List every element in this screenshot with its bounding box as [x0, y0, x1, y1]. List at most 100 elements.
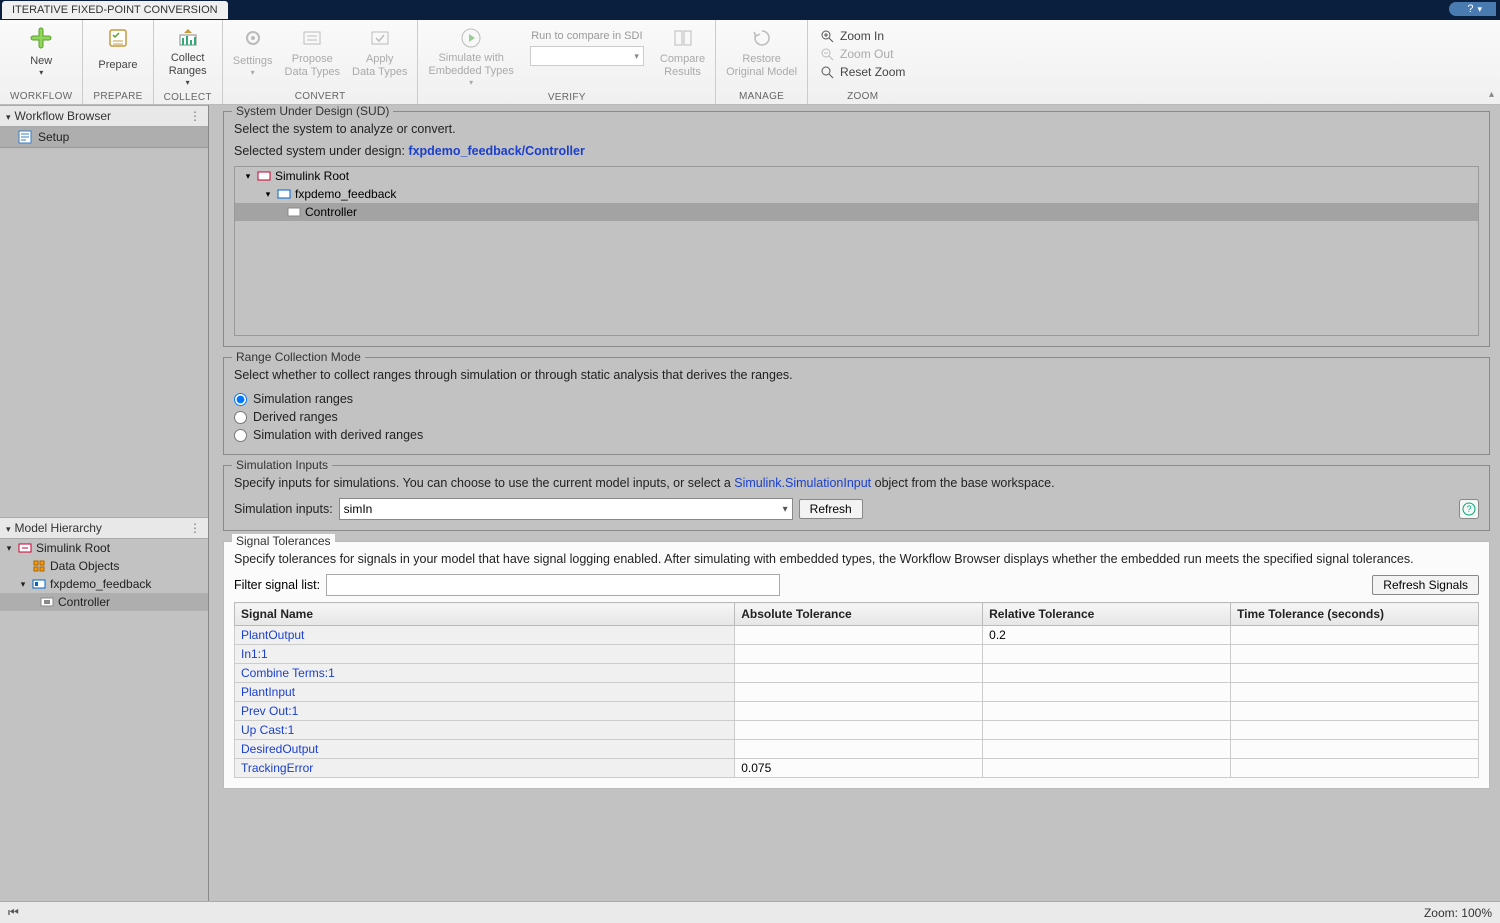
table-row[interactable]: Up Cast:1: [235, 721, 1479, 740]
cell-time-tol[interactable]: [1231, 702, 1479, 721]
model-icon: [32, 577, 46, 591]
radio-sim-ranges[interactable]: Simulation ranges: [234, 390, 1479, 408]
signal-link[interactable]: PlantOutput: [241, 628, 304, 642]
desc-pre: Specify inputs for simulations. You can …: [234, 476, 734, 490]
table-header[interactable]: Relative Tolerance: [983, 603, 1231, 626]
radio-label: Simulation ranges: [253, 392, 353, 406]
workflow-browser-header[interactable]: ▾Workflow Browser ⋮: [0, 105, 208, 127]
table-header[interactable]: Time Tolerance (seconds): [1231, 603, 1479, 626]
cell-rel-tol[interactable]: 0.2: [983, 626, 1231, 645]
prepare-button[interactable]: Prepare: [92, 24, 143, 82]
tree-row-data-objects[interactable]: Data Objects: [0, 557, 208, 575]
table-row[interactable]: In1:1: [235, 645, 1479, 664]
table-row[interactable]: Combine Terms:1: [235, 664, 1479, 683]
radio-derived-ranges[interactable]: Derived ranges: [234, 408, 1479, 426]
help-button[interactable]: ?: [1459, 499, 1479, 519]
compare-button[interactable]: Compare Results: [654, 24, 711, 82]
propose-button[interactable]: Propose Data Types: [279, 24, 346, 82]
tree-label: Controller: [305, 205, 357, 219]
zoom-out-button[interactable]: Zoom Out: [820, 46, 905, 62]
cell-time-tol[interactable]: [1231, 740, 1479, 759]
cell-rel-tol[interactable]: [983, 759, 1231, 778]
table-header[interactable]: Signal Name: [235, 603, 735, 626]
simulate-button[interactable]: Simulate with Embedded Types ▾: [422, 24, 519, 90]
model-icon: [277, 187, 291, 201]
cell-abs-tol[interactable]: [735, 664, 983, 683]
cell-abs-tol[interactable]: [735, 740, 983, 759]
collect-ranges-button[interactable]: Collect Ranges ▾: [163, 24, 213, 90]
cell-rel-tol[interactable]: [983, 683, 1231, 702]
filter-signal-input[interactable]: [326, 574, 780, 596]
sud-tree-row[interactable]: ▾ Simulink Root: [235, 167, 1478, 185]
signal-link[interactable]: Prev Out:1: [241, 704, 298, 718]
title-tab[interactable]: ITERATIVE FIXED-POINT CONVERSION: [2, 1, 228, 19]
sdi-selector: Run to compare in SDI ▾: [520, 24, 654, 66]
tree-row-controller[interactable]: Controller: [0, 593, 208, 611]
tree-row-root[interactable]: ▾ Simulink Root: [0, 539, 208, 557]
cell-time-tol[interactable]: [1231, 759, 1479, 778]
cell-rel-tol[interactable]: [983, 721, 1231, 740]
cell-rel-tol[interactable]: [983, 664, 1231, 683]
restore-button[interactable]: Restore Original Model: [720, 24, 803, 82]
radio-input[interactable]: [234, 411, 247, 424]
cell-time-tol[interactable]: [1231, 721, 1479, 740]
group-label: COLLECT: [158, 90, 218, 105]
settings-button[interactable]: Settings▾: [227, 24, 279, 82]
settings-label: Settings: [233, 55, 273, 68]
cell-rel-tol[interactable]: [983, 740, 1231, 759]
help-badge[interactable]: ? ▾: [1449, 2, 1496, 16]
table-row[interactable]: TrackingError 0.075: [235, 759, 1479, 778]
cell-rel-tol[interactable]: [983, 645, 1231, 664]
sud-selected-link[interactable]: fxpdemo_feedback/Controller: [408, 144, 584, 158]
model-hierarchy-header[interactable]: ▾Model Hierarchy ⋮: [0, 517, 208, 539]
cell-rel-tol[interactable]: [983, 702, 1231, 721]
signal-link[interactable]: Combine Terms:1: [241, 666, 335, 680]
cell-abs-tol[interactable]: [735, 626, 983, 645]
cell-time-tol[interactable]: [1231, 664, 1479, 683]
signal-link[interactable]: PlantInput: [241, 685, 295, 699]
new-button[interactable]: New▾: [17, 24, 65, 82]
table-row[interactable]: PlantInput: [235, 683, 1479, 702]
table-row[interactable]: DesiredOutput: [235, 740, 1479, 759]
sim-input-class-link[interactable]: Simulink.SimulationInput: [734, 476, 871, 490]
radio-sim-derived[interactable]: Simulation with derived ranges: [234, 426, 1479, 444]
table-header[interactable]: Absolute Tolerance: [735, 603, 983, 626]
reset-zoom-button[interactable]: Reset Zoom: [820, 64, 905, 80]
signal-tolerance-table: Signal NameAbsolute ToleranceRelative To…: [234, 602, 1479, 778]
play-icon: [459, 26, 483, 50]
nav-first-icon[interactable]: ⏮: [8, 905, 19, 920]
table-row[interactable]: Prev Out:1: [235, 702, 1479, 721]
restore-icon: [750, 26, 774, 50]
cell-abs-tol[interactable]: [735, 683, 983, 702]
cell-abs-tol[interactable]: [735, 645, 983, 664]
cell-time-tol[interactable]: [1231, 683, 1479, 702]
radio-input[interactable]: [234, 393, 247, 406]
panel-menu-icon[interactable]: ⋮: [189, 109, 202, 123]
sud-tree-row[interactable]: ▾ fxpdemo_feedback: [235, 185, 1478, 203]
sud-tree-row-selected[interactable]: Controller: [235, 203, 1478, 221]
compare-icon: [671, 26, 695, 50]
cell-abs-tol[interactable]: [735, 702, 983, 721]
zoom-in-button[interactable]: Zoom In: [820, 28, 905, 44]
workflow-item-setup[interactable]: Setup: [0, 127, 208, 148]
cell-abs-tol[interactable]: 0.075: [735, 759, 983, 778]
cell-time-tol[interactable]: [1231, 626, 1479, 645]
sdi-dropdown[interactable]: ▾: [530, 46, 644, 66]
refresh-signals-button[interactable]: Refresh Signals: [1372, 575, 1479, 595]
ribbon-group-prepare: Prepare PREPARE: [83, 20, 153, 104]
signal-link[interactable]: TrackingError: [241, 761, 313, 775]
panel-menu-icon[interactable]: ⋮: [189, 521, 202, 535]
refresh-button[interactable]: Refresh: [799, 499, 863, 519]
table-row[interactable]: PlantOutput 0.2: [235, 626, 1479, 645]
sud-selected: Selected system under design: fxpdemo_fe…: [234, 144, 1479, 158]
cell-time-tol[interactable]: [1231, 645, 1479, 664]
sim-inputs-dropdown[interactable]: simIn ▾: [339, 498, 793, 520]
tree-row-model[interactable]: ▾ fxpdemo_feedback: [0, 575, 208, 593]
signal-link[interactable]: Up Cast:1: [241, 723, 294, 737]
apply-button[interactable]: Apply Data Types: [346, 24, 413, 82]
collapse-ribbon-icon[interactable]: ▴: [1489, 89, 1494, 100]
signal-link[interactable]: DesiredOutput: [241, 742, 318, 756]
cell-abs-tol[interactable]: [735, 721, 983, 740]
signal-link[interactable]: In1:1: [241, 647, 268, 661]
radio-input[interactable]: [234, 429, 247, 442]
